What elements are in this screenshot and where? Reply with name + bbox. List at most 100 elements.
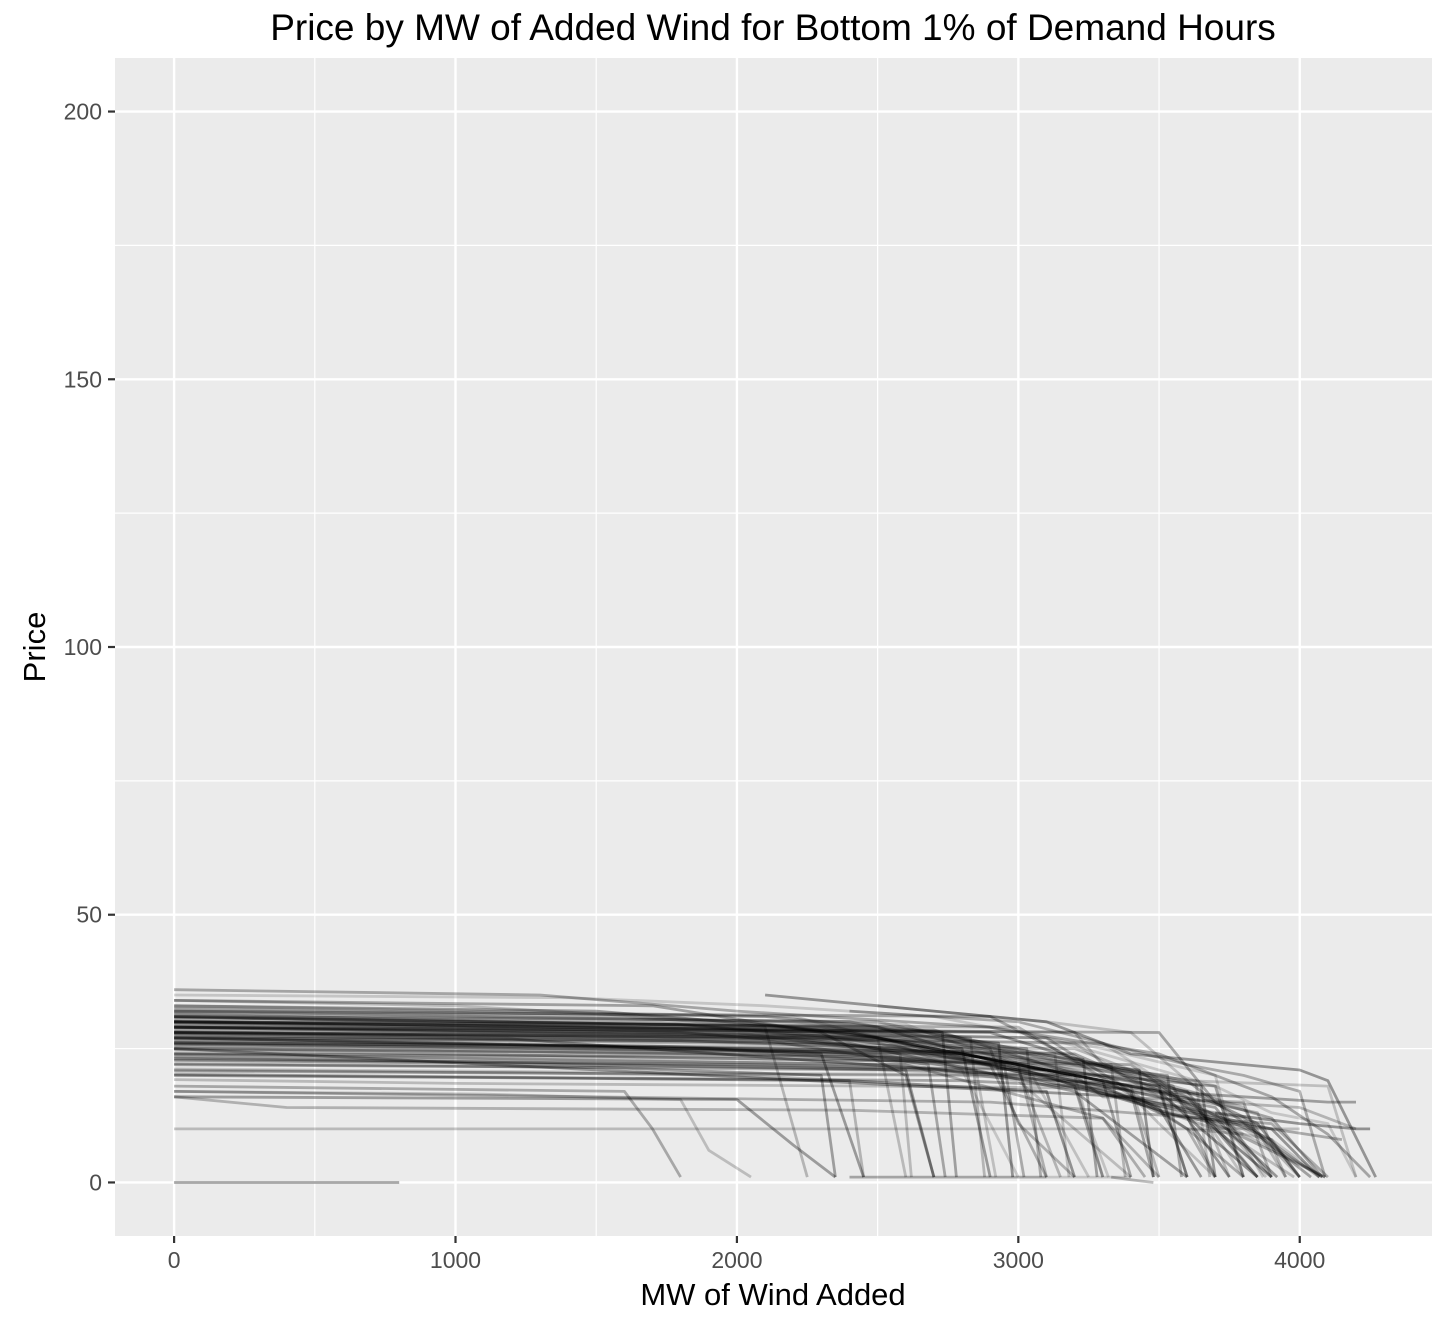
series-line — [174, 988, 1372, 1179]
series-line — [174, 1031, 1245, 1178]
series-line — [174, 1015, 1217, 1178]
series-line — [877, 1004, 1358, 1178]
series-line — [1187, 1116, 1343, 1141]
series-line — [174, 1069, 1273, 1179]
series-line — [1215, 1111, 1371, 1131]
series-line — [174, 1053, 1132, 1179]
series-line — [174, 1127, 1244, 1136]
x-axis: 0 1000 2000 3000 4000 — [168, 1236, 1325, 1273]
series-line — [174, 1041, 1273, 1179]
series-line — [174, 1052, 1147, 1178]
series-line — [174, 1021, 1245, 1179]
y-axis: 0 50 100 150 200 — [64, 99, 115, 1195]
series-line — [174, 1044, 1326, 1179]
major-gridlines — [115, 58, 1432, 1236]
series-line — [174, 1090, 1329, 1179]
y-tick-label: 0 — [89, 1169, 102, 1195]
series-line — [174, 1039, 1048, 1178]
series-line — [174, 1059, 936, 1178]
series-line — [174, 1056, 1245, 1178]
series-line — [174, 1031, 1259, 1179]
series-line — [174, 1048, 1326, 1179]
series-line — [1111, 1175, 1154, 1184]
series-line — [174, 1004, 992, 1178]
series-line — [174, 1004, 1090, 1178]
series-line — [174, 1025, 1358, 1178]
series-line — [174, 1040, 1155, 1178]
series-line — [174, 999, 908, 1178]
series-line — [174, 1032, 1189, 1179]
series-line — [174, 1084, 682, 1178]
series-line — [174, 1025, 1020, 1178]
series-line — [174, 1031, 947, 1178]
series-line — [174, 1036, 1268, 1178]
series-line — [174, 993, 1245, 1178]
series-line — [174, 1023, 1155, 1178]
series-line — [174, 1031, 1312, 1179]
series-line — [174, 1035, 1127, 1178]
y-tick-label: 100 — [64, 634, 102, 660]
series-line — [174, 1020, 1295, 1179]
series-line — [849, 1009, 1327, 1178]
series-line — [174, 1051, 1212, 1178]
series-line — [174, 1047, 1321, 1179]
series-line — [174, 1036, 1301, 1178]
series-line — [174, 1020, 1217, 1178]
series-lines — [173, 988, 1377, 1184]
series-line — [174, 1047, 1203, 1178]
series-line — [174, 1072, 1105, 1178]
series-line — [174, 1009, 1048, 1178]
series-line — [174, 1046, 1183, 1178]
series-line — [174, 1020, 1161, 1178]
series-line — [174, 1015, 1015, 1178]
series-line — [174, 1015, 1105, 1178]
series-line — [174, 1031, 1324, 1179]
y-tick-label: 200 — [64, 99, 102, 125]
series-line — [174, 1024, 1071, 1178]
series-line — [174, 999, 936, 1178]
series-line — [174, 1033, 1279, 1179]
series-line — [174, 1036, 865, 1178]
series-line — [174, 1095, 837, 1179]
series-line — [174, 1028, 1231, 1178]
series-line — [174, 1062, 1287, 1178]
series-line — [174, 1009, 986, 1178]
y-axis-title: Price — [17, 612, 52, 683]
series-line — [174, 1019, 1043, 1178]
series-line — [174, 1025, 1324, 1179]
series-line — [764, 993, 1377, 1178]
x-tick-label: 0 — [168, 1247, 181, 1273]
series-line — [174, 1055, 1259, 1178]
series-line — [174, 1015, 1273, 1178]
series-line — [174, 1007, 958, 1178]
series-line — [174, 1025, 1217, 1178]
y-tick-label: 150 — [64, 366, 102, 392]
series-line — [174, 1052, 1026, 1178]
series-line — [174, 1067, 1265, 1178]
series-line — [174, 1009, 1321, 1179]
series-line — [174, 1074, 1076, 1178]
series-line — [174, 1078, 1189, 1178]
series-line — [174, 1041, 1301, 1179]
series-line — [174, 1020, 1301, 1178]
x-tick-label: 3000 — [993, 1247, 1044, 1273]
series-line — [174, 1090, 752, 1179]
series-line — [174, 1057, 998, 1178]
series-line — [174, 1012, 1076, 1179]
series-line — [174, 1025, 1189, 1178]
series-line — [174, 1012, 809, 1178]
series-line — [174, 1026, 1217, 1179]
series-line — [174, 1016, 1231, 1178]
series-line — [174, 1030, 1099, 1178]
x-tick-label: 1000 — [430, 1247, 481, 1273]
series-line — [1102, 1084, 1357, 1131]
series-line — [174, 1036, 1273, 1178]
series-line — [174, 1017, 1110, 1178]
series-line — [174, 1063, 837, 1178]
series-line — [174, 1020, 913, 1178]
series-line — [174, 1025, 1324, 1179]
x-axis-title: MW of Wind Added — [640, 1277, 905, 1312]
x-tick-label: 4000 — [1274, 1247, 1325, 1273]
series-line — [174, 1037, 1062, 1178]
